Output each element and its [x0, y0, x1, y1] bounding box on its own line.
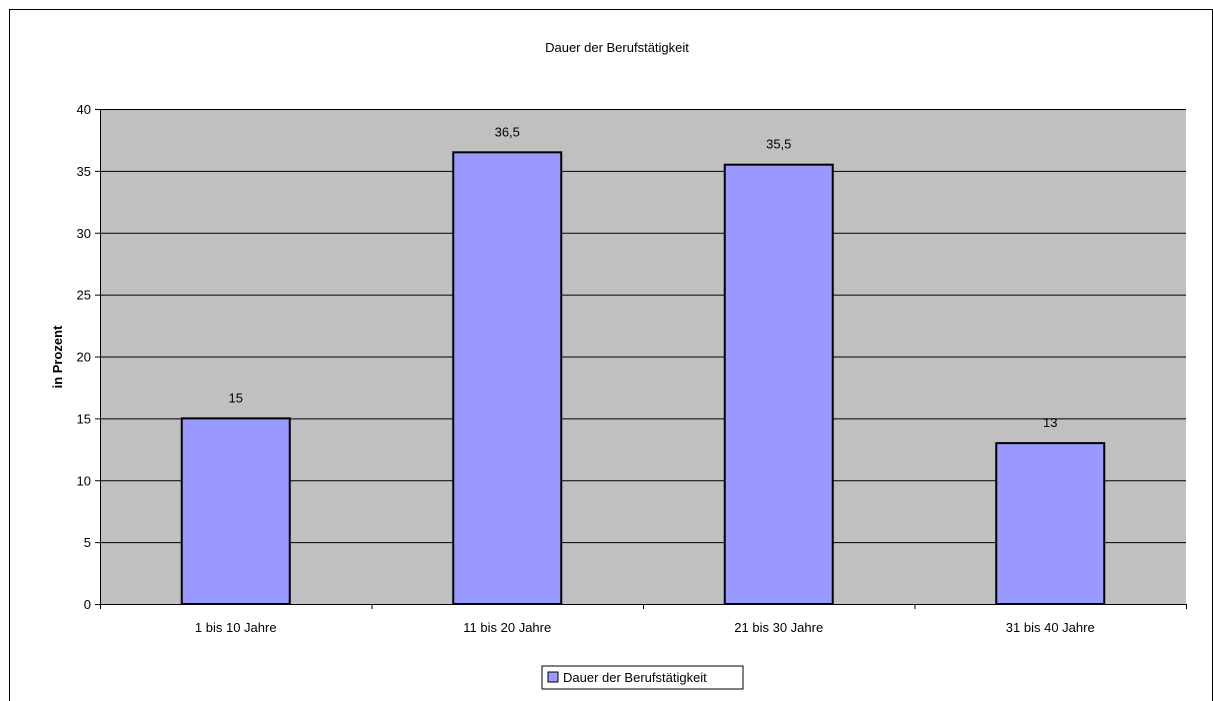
bar-value-label: 35,5 — [766, 137, 791, 152]
legend: Dauer der Berufstätigkeit — [541, 665, 744, 690]
y-tick-label: 20 — [77, 350, 91, 365]
y-axis: 0 5 10 15 20 25 30 35 40 — [77, 102, 101, 612]
y-tick-label: 0 — [84, 597, 91, 612]
x-tick-label: 21 bis 30 Jahre — [734, 620, 823, 635]
bar-value-label: 15 — [229, 390, 243, 405]
y-tick-label: 10 — [77, 473, 91, 488]
y-tick-label: 5 — [84, 535, 91, 550]
y-tick-label: 30 — [77, 226, 91, 241]
chart-title: Dauer der Berufstätigkeit — [545, 40, 689, 55]
bar — [180, 417, 291, 605]
bar — [452, 151, 563, 605]
y-tick-label: 25 — [77, 288, 91, 303]
bar — [995, 442, 1106, 605]
bar-value-labels: 15 36,5 35,5 13 — [229, 124, 1058, 430]
y-axis-title: in Prozent — [50, 325, 65, 389]
x-tick-label: 31 bis 40 Jahre — [1006, 620, 1095, 635]
x-tick-label: 1 bis 10 Jahre — [195, 620, 277, 635]
legend-swatch — [547, 671, 559, 683]
x-axis: 1 bis 10 Jahre 11 bis 20 Jahre 21 bis 30 J… — [100, 604, 1187, 635]
y-tick-label: 35 — [77, 164, 91, 179]
bar-value-label: 13 — [1043, 415, 1057, 430]
bars — [180, 151, 1106, 605]
y-tick-label: 40 — [77, 102, 91, 117]
bar-value-label: 36,5 — [495, 124, 520, 139]
x-tick-label: 11 bis 20 Jahre — [463, 620, 551, 635]
gridlines — [100, 109, 1186, 544]
y-tick-label: 15 — [77, 411, 91, 426]
legend-box — [541, 665, 744, 690]
legend-label: Dauer der Berufstätigkeit — [563, 670, 707, 685]
bar — [723, 163, 834, 605]
